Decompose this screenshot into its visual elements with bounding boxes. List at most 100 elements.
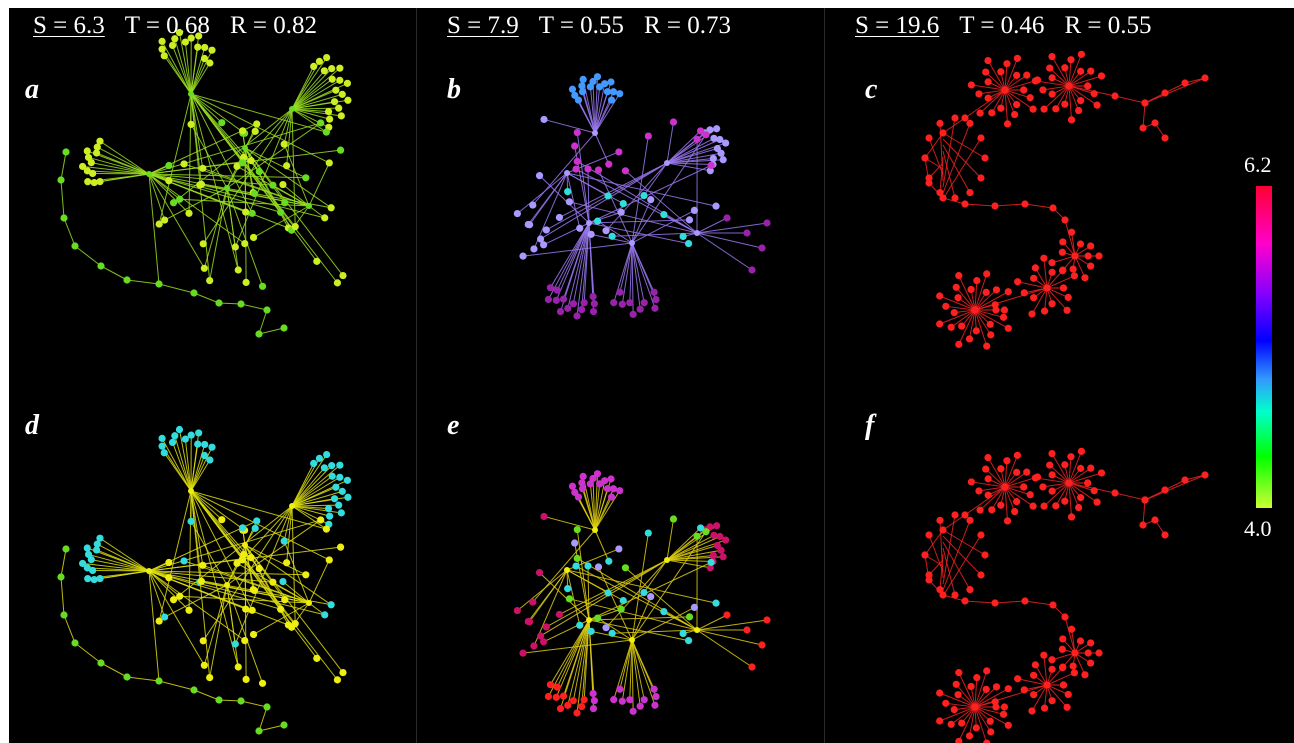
network-node [629,310,637,318]
network-node [976,109,984,117]
network-node [955,737,963,743]
network-node [609,88,618,96]
network-node [607,78,615,86]
network-edge [945,305,976,311]
network-edge [1051,652,1076,661]
network-node [592,527,598,533]
network-node [650,288,658,296]
network-node [62,148,70,156]
network-node [1004,324,1012,332]
network-node [57,176,65,184]
network-node [1139,521,1147,529]
network-edge [666,152,722,164]
network-node [743,229,751,237]
network-edge [291,108,327,133]
network-node [1161,89,1169,97]
network-node [195,429,203,437]
panel-label-e: e [447,410,460,441]
network-edge [1044,684,1048,709]
network-node [966,586,974,594]
network-edge [1142,102,1146,129]
network-node [90,178,98,187]
network-edge [148,173,205,269]
network-node [1065,479,1073,487]
network-edge [272,184,310,207]
network-edge [581,619,590,707]
network-node [546,284,555,292]
network-edge [1004,455,1018,488]
network-node [1004,721,1012,729]
network-node [1013,101,1021,109]
network-node [693,532,701,540]
network-node [553,683,561,691]
network-node [967,81,975,89]
network-node [1046,461,1054,469]
network-edge [928,534,944,573]
network-edge [1046,287,1069,298]
network-node [936,320,944,328]
network-edge [666,130,701,164]
network-edge [148,173,166,221]
network-node [607,475,615,483]
network-edge [148,173,332,209]
network-node [1048,259,1056,267]
network-node [242,208,250,216]
network-node [939,194,947,202]
network-node [208,443,216,451]
network-node [1023,468,1031,476]
network-node [324,504,333,513]
network-node [997,465,1005,473]
network-edge [164,187,228,221]
network-node [1013,71,1021,79]
network-node [524,617,532,626]
network-edge [190,47,199,95]
network-node [160,449,168,457]
panel-label-b: b [447,74,461,105]
network-node [1030,274,1038,282]
network-node [988,109,996,117]
network-node [325,556,333,564]
network-edge [974,309,1004,318]
network-node [1048,52,1056,61]
network-node [1048,665,1056,673]
network-edge [666,534,715,561]
network-node [586,220,592,226]
network-edge [974,309,988,347]
network-edge [588,219,690,224]
network-node [951,114,959,122]
network-node [1097,72,1106,80]
network-node [199,637,207,645]
network-node [1058,645,1066,653]
network-node [706,126,714,134]
network-edge [291,101,335,110]
network-node [249,233,258,242]
network-node [1181,476,1189,484]
network-edge [979,89,1006,114]
header-3: S = 19.6 T = 0.46 R = 0.55 [855,10,1151,42]
network-edge [666,121,674,164]
network-node [982,465,990,473]
network-node [337,509,345,517]
network-node [1000,703,1009,711]
network-node [1067,56,1075,64]
network-edge [253,602,310,635]
network-node [281,199,289,207]
network-node [231,243,239,251]
network-node [626,696,634,704]
network-node [530,245,538,253]
network-node [1030,691,1038,699]
network-node [573,157,581,165]
network-node [971,306,979,314]
network-panel-d [57,425,352,735]
panel-label-a: a [25,74,39,105]
network-edge [629,639,633,700]
network-node [973,674,981,682]
network-node [1001,483,1009,491]
network-edge [942,529,986,556]
network-node [180,557,188,565]
network-node [640,588,648,597]
colorbar-gradient [1256,186,1272,508]
network-node [981,154,989,162]
network-edge [1051,453,1070,484]
network-edge [286,108,293,166]
